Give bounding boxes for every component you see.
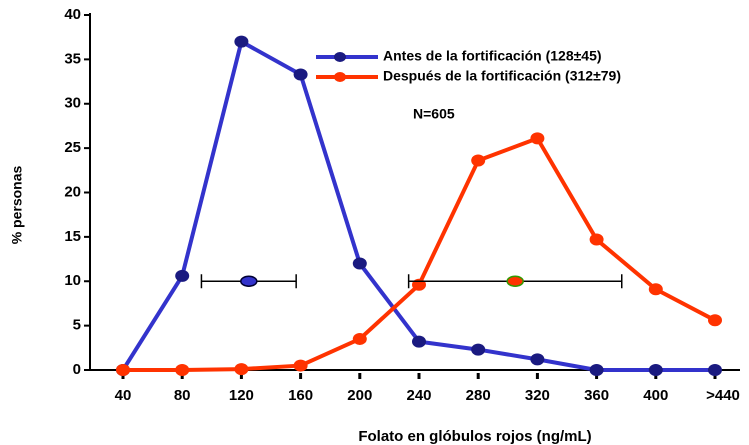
data-point [175, 364, 190, 376]
y-tick-label: 25 [64, 139, 81, 156]
x-tick-label: 80 [174, 387, 191, 404]
mean-marker [506, 275, 524, 287]
data-point [175, 269, 190, 282]
series-line [123, 136, 716, 372]
data-point [589, 364, 604, 376]
x-tick-label: 240 [406, 387, 431, 404]
x-tick-label: 320 [525, 387, 550, 404]
x-tick-label: 360 [584, 387, 609, 404]
x-tick-label: 120 [229, 387, 254, 404]
data-point [530, 353, 545, 366]
data-point [708, 314, 722, 327]
x-tick-label: 160 [288, 387, 313, 404]
x-tick-label: 200 [347, 387, 372, 404]
y-tick-label: 40 [64, 6, 81, 23]
data-point [648, 364, 663, 376]
y-tick-label: 30 [64, 95, 81, 112]
series-line [121, 39, 715, 372]
legend-label: Después de la fortificación (312±79) [383, 68, 621, 84]
data-point [708, 364, 722, 376]
legend-marker [334, 52, 346, 62]
x-tick-label: 40 [115, 387, 132, 404]
data-point [471, 154, 486, 167]
legend-label: Antes de la fortificación (128±45) [383, 48, 602, 64]
y-tick-label: 10 [64, 272, 81, 289]
mean-marker [240, 275, 258, 287]
y-tick-label: 15 [64, 228, 81, 245]
legend-marker [334, 72, 346, 82]
x-tick-label: 280 [466, 387, 491, 404]
data-point [234, 363, 249, 376]
data-point [530, 132, 545, 145]
data-point [352, 257, 367, 270]
y-tick-label: 35 [64, 50, 81, 67]
data-point [234, 35, 249, 48]
annotation: N=605 [413, 106, 455, 122]
data-point [648, 283, 663, 296]
x-tick-label: >440 [706, 387, 740, 404]
data-point [589, 233, 604, 246]
data-point [293, 359, 308, 372]
y-axis-label: % personas [9, 165, 25, 244]
data-point [471, 343, 486, 356]
y-tick-label: 0 [73, 361, 81, 378]
data-point [293, 68, 308, 81]
data-point [352, 332, 367, 345]
x-tick-label: 400 [643, 387, 668, 404]
data-point [412, 335, 426, 348]
x-axis-label: Folato en glóbulos rojos (ng/mL) [358, 428, 591, 445]
y-tick-label: 20 [64, 183, 81, 200]
y-tick-label: 5 [73, 317, 81, 334]
data-point [116, 364, 130, 376]
